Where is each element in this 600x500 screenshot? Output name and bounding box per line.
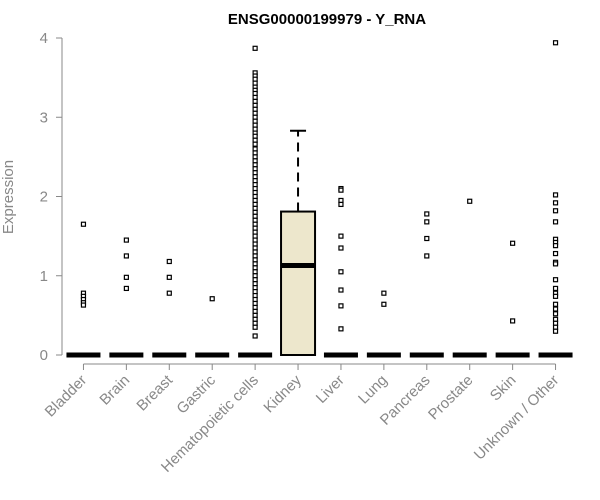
x-tick-label: Skin bbox=[487, 372, 520, 405]
y-tick-label: 4 bbox=[40, 30, 48, 47]
outlier-point bbox=[338, 233, 344, 239]
outlier-point bbox=[552, 243, 559, 249]
outlier-point bbox=[166, 274, 172, 280]
outlier-point bbox=[123, 237, 129, 243]
box-hematopoietic-cells bbox=[238, 45, 273, 358]
box-lung bbox=[366, 290, 401, 358]
outlier-point bbox=[381, 301, 387, 307]
outlier-point bbox=[552, 306, 559, 312]
box-brain bbox=[109, 237, 144, 358]
outlier-point bbox=[424, 235, 430, 242]
y-tick-label: 3 bbox=[40, 109, 48, 126]
outlier-point bbox=[467, 198, 473, 204]
outlier-point bbox=[552, 200, 559, 206]
outlier-point bbox=[552, 40, 559, 46]
outlier-point bbox=[252, 45, 258, 51]
chart-title: ENSG00000199979 - Y_RNA bbox=[228, 11, 426, 28]
y-tick-label: 2 bbox=[40, 189, 48, 206]
x-tick-label: Brain bbox=[96, 372, 133, 409]
outlier-point bbox=[123, 274, 129, 280]
outlier-point bbox=[552, 293, 559, 299]
box-gastric bbox=[195, 296, 230, 358]
outlier-point bbox=[338, 326, 344, 332]
outlier-point bbox=[552, 192, 559, 198]
y-axis: 0 1 2 3 4 bbox=[40, 30, 63, 364]
outlier-point bbox=[252, 324, 258, 330]
box-bladder bbox=[66, 221, 101, 358]
x-tick-label: Bladder bbox=[42, 372, 91, 421]
x-tick-label: Breast bbox=[133, 371, 176, 414]
outlier-point bbox=[209, 296, 215, 302]
outlier-point bbox=[424, 219, 430, 225]
box-series bbox=[66, 40, 573, 358]
box-prostate bbox=[452, 198, 487, 358]
outlier-point bbox=[424, 211, 430, 217]
y-tick-label: 1 bbox=[40, 268, 48, 285]
outlier-point bbox=[80, 302, 87, 308]
outlier-point bbox=[552, 208, 559, 214]
outlier-point bbox=[166, 258, 172, 265]
y-axis-label: Expression bbox=[0, 160, 17, 234]
outlier-point bbox=[510, 240, 516, 246]
box-skin bbox=[495, 240, 530, 358]
box-breast bbox=[152, 258, 187, 358]
outlier-point bbox=[252, 333, 258, 339]
outlier-point bbox=[338, 287, 344, 293]
x-tick-label: Liver bbox=[313, 372, 348, 407]
box-pancreas bbox=[409, 211, 444, 358]
outlier-point bbox=[338, 245, 344, 251]
outlier-point bbox=[166, 290, 172, 296]
box-unknown-other bbox=[538, 40, 573, 358]
outlier-point bbox=[252, 141, 258, 147]
outlier-point bbox=[552, 277, 559, 283]
outlier-point bbox=[552, 219, 559, 225]
outlier-point bbox=[424, 253, 430, 259]
box-kidney bbox=[280, 129, 317, 356]
outlier-point bbox=[123, 285, 129, 292]
outlier-point bbox=[552, 311, 559, 317]
outlier-point bbox=[552, 285, 559, 292]
outlier-point bbox=[80, 221, 87, 227]
x-tick-label: Kidney bbox=[260, 371, 305, 416]
outlier-point bbox=[338, 187, 344, 193]
y-tick-label: 0 bbox=[40, 347, 48, 364]
outlier-point bbox=[338, 201, 344, 208]
outlier-point bbox=[552, 261, 559, 267]
x-tick-label: Lung bbox=[355, 372, 391, 408]
outlier-point bbox=[123, 253, 129, 259]
outlier-point bbox=[552, 250, 559, 257]
outlier-point bbox=[510, 318, 516, 324]
outlier-point bbox=[381, 290, 387, 296]
box-liver bbox=[323, 185, 358, 358]
outlier-point bbox=[552, 301, 559, 307]
outlier-point bbox=[552, 328, 559, 334]
box-iqr bbox=[280, 210, 317, 356]
outlier-point bbox=[338, 269, 344, 275]
x-tick-label: Prostate bbox=[425, 372, 477, 424]
outlier-point bbox=[338, 303, 344, 309]
